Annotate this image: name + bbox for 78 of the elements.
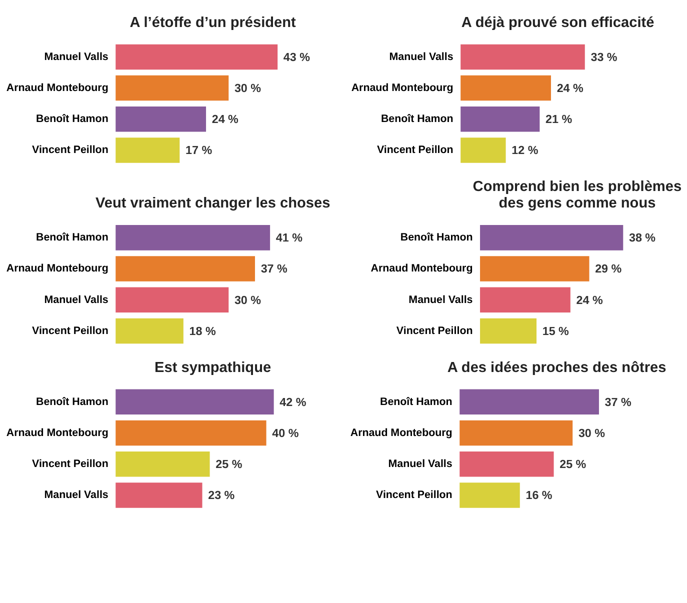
data-label: 24 %	[556, 82, 584, 95]
y-tick-label: Benoît Hamon	[400, 232, 473, 244]
y-tick-label: Vincent Peillon	[32, 324, 108, 337]
bar	[460, 75, 551, 101]
data-label: 16 %	[526, 489, 553, 502]
data-label: 23 %	[208, 489, 236, 502]
bar	[460, 44, 585, 70]
y-tick-label: Manuel Valls	[408, 294, 473, 306]
y-tick-label: Benoît Hamon	[36, 396, 108, 408]
bar	[460, 389, 599, 415]
y-tick-label: Benoît Hamon	[380, 113, 454, 126]
y-tick-label: Arnaud Montebourg	[370, 262, 473, 275]
data-label: 17 %	[185, 144, 213, 158]
data-label: 42 %	[280, 396, 307, 409]
bar	[116, 420, 266, 446]
data-label: 40 %	[272, 426, 300, 440]
data-label: 30 %	[234, 82, 262, 95]
data-label: 24 %	[576, 294, 604, 307]
y-tick-label: Manuel Valls	[44, 294, 108, 306]
bar	[116, 75, 229, 101]
bar	[116, 287, 229, 313]
data-label: 37 %	[260, 262, 288, 276]
bar	[116, 225, 270, 250]
bar	[116, 138, 180, 163]
y-tick-label: Vincent Peillon	[32, 144, 108, 156]
y-tick-label: Manuel Valls	[389, 50, 454, 63]
data-label: 25 %	[560, 458, 587, 471]
chart-title: Veut vraiment changer les choses	[95, 196, 330, 212]
bar	[460, 138, 506, 163]
bar	[116, 256, 255, 282]
y-tick-label: Manuel Valls	[44, 50, 108, 63]
data-label: 38 %	[628, 232, 656, 245]
bar	[480, 287, 570, 313]
chart-title: Est sympathique	[154, 360, 272, 376]
data-label: 43 %	[283, 50, 311, 64]
y-tick-label: Manuel Valls	[388, 458, 452, 470]
y-tick-label: Arnaud Montebourg	[351, 82, 454, 94]
y-tick-label: Benoît Hamon	[36, 113, 108, 126]
bar	[116, 44, 278, 70]
bar	[480, 256, 590, 282]
bar	[116, 389, 274, 415]
data-label: 24 %	[212, 113, 240, 126]
bar	[460, 106, 540, 132]
y-tick-label: Benoît Hamon	[380, 396, 452, 408]
chart-title: A déjà prouvé son efficacité	[461, 14, 654, 31]
data-label: 15 %	[542, 324, 570, 338]
bar	[116, 318, 184, 344]
y-tick-label: Arnaud Montebourg	[6, 426, 108, 439]
y-tick-label: Arnaud Montebourg	[6, 262, 108, 275]
data-label: 25 %	[216, 458, 243, 471]
y-tick-label: Vincent Peillon	[376, 489, 452, 502]
y-tick-label: Vincent Peillon	[376, 144, 454, 156]
y-tick-label: Benoît Hamon	[36, 232, 108, 244]
bar	[460, 451, 554, 477]
data-label: 37 %	[604, 396, 632, 409]
chart-title: A l’étoffe d’un président	[130, 14, 296, 31]
data-label: 12 %	[512, 144, 539, 158]
data-label: 29 %	[595, 262, 622, 276]
chart-title: A des idées proches des nôtres	[447, 360, 666, 376]
bar	[116, 451, 210, 477]
bar	[480, 225, 624, 250]
bar	[460, 420, 573, 446]
bar	[480, 318, 537, 344]
data-label: 30 %	[234, 294, 262, 307]
chart-title: Comprend bien les problèmes des gens comme nous	[472, 179, 682, 212]
bar	[116, 106, 206, 132]
data-label: 30 %	[578, 426, 606, 440]
bar	[460, 482, 520, 508]
data-label: 21 %	[546, 113, 573, 126]
y-tick-label: Arnaud Montebourg	[350, 426, 452, 439]
bar	[116, 482, 202, 508]
y-tick-label: Arnaud Montebourg	[6, 82, 108, 94]
y-tick-label: Vincent Peillon	[396, 324, 473, 337]
data-label: 41 %	[276, 232, 304, 245]
data-label: 33 %	[590, 50, 618, 64]
data-label: 18 %	[189, 324, 216, 338]
y-tick-label: Vincent Peillon	[32, 458, 108, 470]
y-tick-label: Manuel Valls	[44, 489, 108, 502]
